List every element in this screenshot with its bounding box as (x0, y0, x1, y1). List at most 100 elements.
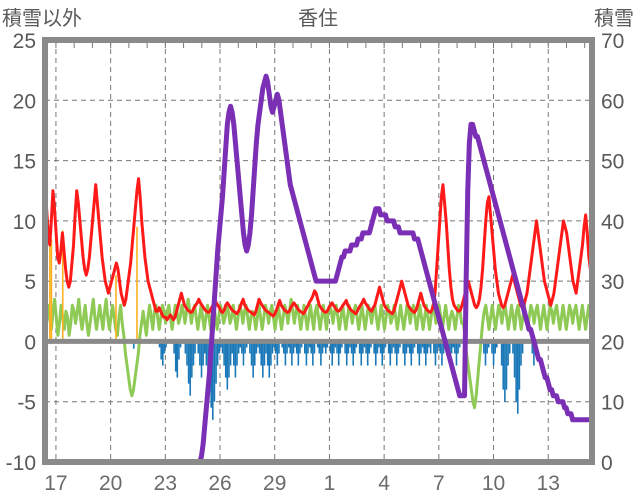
series-bar (434, 341, 437, 366)
x-tick-label: 1 (324, 472, 336, 495)
y2-tick-label: 50 (601, 151, 624, 174)
series-bar (192, 341, 195, 366)
series-bar (358, 341, 361, 354)
series-bar (345, 341, 348, 366)
y-tick-label: -5 (17, 392, 36, 415)
series-bar (521, 341, 524, 354)
series-bar (355, 341, 358, 348)
y2-tick-label: 30 (601, 271, 624, 294)
series-bar (305, 341, 308, 366)
series-bar (336, 341, 338, 354)
series-bar (310, 341, 313, 354)
series-bar (433, 341, 435, 354)
series-bar (418, 341, 421, 366)
series-bar (176, 341, 179, 378)
series-bar (232, 341, 235, 366)
series-bar (158, 341, 161, 348)
series-bar (350, 341, 353, 354)
series-bar (365, 341, 367, 354)
series-bar (163, 341, 166, 354)
series-bar (200, 341, 203, 378)
series-bar (234, 341, 237, 378)
series-bar (457, 341, 459, 354)
series-bar (266, 341, 269, 366)
series-bar (436, 341, 438, 354)
series-bar (405, 341, 408, 354)
series-bar (384, 341, 387, 348)
series-bar (320, 341, 322, 366)
series-bar (316, 341, 319, 348)
series-bar (241, 341, 243, 354)
series-bar (454, 341, 456, 354)
series-bar (318, 341, 321, 354)
series-bar (274, 341, 277, 354)
series-bar (237, 341, 240, 354)
series-bar (213, 341, 216, 402)
series-bar (439, 341, 442, 354)
series-bar (383, 341, 385, 354)
series-bar (425, 341, 427, 366)
series-bar (136, 226, 138, 342)
series-bar (245, 341, 248, 348)
x-tick-label: 10 (482, 472, 505, 495)
series-bar (428, 341, 430, 348)
series-bar (533, 341, 535, 366)
series-bar (228, 341, 230, 378)
series-bar (404, 341, 406, 366)
series-bar (262, 341, 264, 378)
series-bar (236, 341, 238, 366)
series-bar (218, 341, 221, 354)
series-bar (287, 341, 290, 348)
x-tick-label: 4 (378, 472, 390, 495)
series-bar (455, 341, 458, 366)
series-bar (512, 341, 514, 354)
series-bar (203, 341, 206, 354)
series-bar (289, 341, 292, 354)
series-bar (291, 341, 293, 366)
series-bar (363, 341, 366, 348)
series-bar (329, 341, 332, 354)
series-bar (426, 341, 429, 354)
series-bar (516, 341, 519, 414)
series-bar (352, 341, 354, 366)
series-bar (215, 341, 217, 384)
series-bar (212, 341, 214, 420)
series-bar (49, 232, 51, 342)
series-bar (502, 341, 505, 390)
series-bar (160, 341, 162, 360)
series-bar (271, 341, 274, 354)
y2-tick-label: 70 (601, 30, 624, 53)
series-bar (253, 341, 256, 366)
series-bar (220, 341, 222, 348)
series-bar (50, 238, 53, 342)
series-bar (491, 341, 493, 354)
series-bar (442, 341, 445, 354)
series-bar (174, 341, 177, 372)
y-tick-label: -10 (6, 452, 36, 475)
series-bar (292, 341, 295, 354)
series-bar (341, 341, 343, 348)
series-bar (513, 341, 516, 378)
series-bar (270, 341, 272, 366)
series-bar (184, 341, 187, 354)
y2-tick-label: 40 (601, 211, 624, 234)
series-bar (484, 341, 487, 366)
series-bar (165, 341, 167, 348)
y-tick-label: 0 (24, 331, 36, 354)
y2-tick-label: 60 (601, 90, 624, 113)
series-bar (255, 341, 258, 354)
series-bar (344, 341, 346, 354)
series-bar (61, 230, 64, 342)
series-bar (452, 341, 455, 348)
series-bar (258, 341, 261, 354)
series-bar (321, 341, 324, 354)
x-tick-label: 26 (208, 472, 231, 495)
plot-background (45, 40, 592, 462)
series-bar (349, 341, 351, 348)
series-bar (402, 341, 405, 354)
series-bar (416, 341, 419, 354)
series-bar (179, 341, 182, 348)
series-bar (297, 341, 300, 366)
series-bar (391, 341, 393, 354)
